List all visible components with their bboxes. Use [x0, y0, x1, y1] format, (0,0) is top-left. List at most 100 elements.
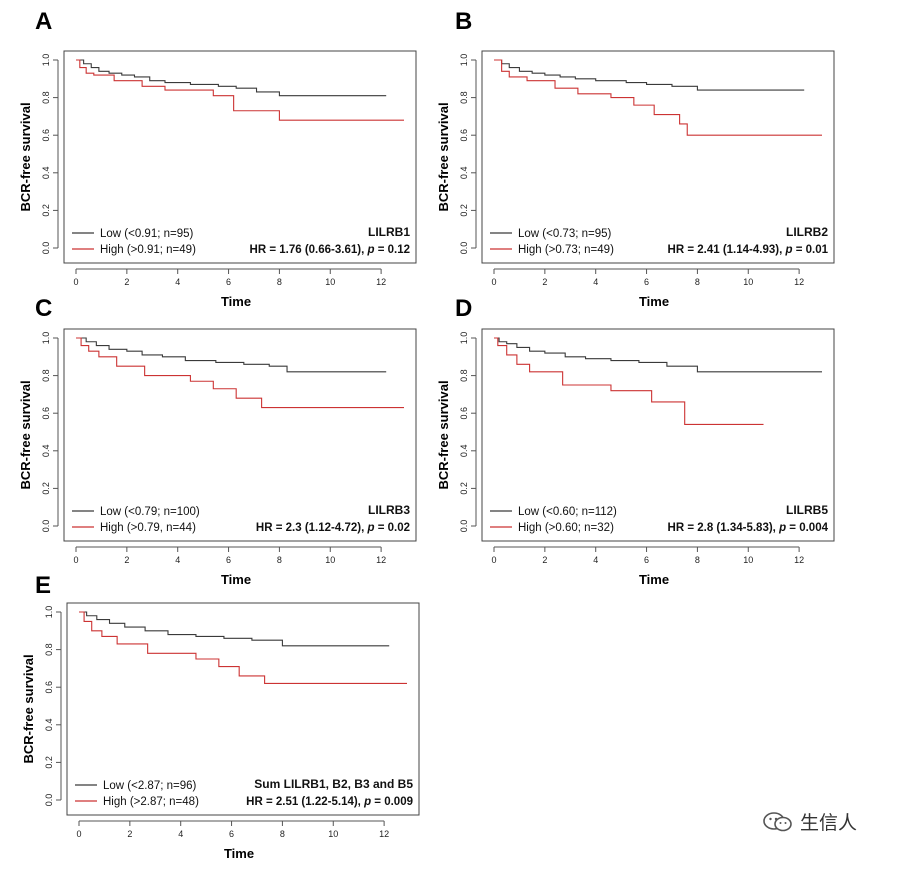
watermark: 生信人: [762, 808, 857, 835]
x-tick-label: 2: [127, 829, 132, 839]
legend-label-high: High (>0.73; n=49): [518, 244, 614, 256]
y-tick-label: 0.6: [44, 681, 54, 694]
x-tick-label: 8: [280, 829, 285, 839]
x-tick-label: 10: [743, 555, 753, 565]
y-tick-label: 0.6: [41, 407, 51, 420]
x-tick-label: 6: [226, 277, 231, 287]
x-tick-label: 2: [542, 277, 547, 287]
annotation-hr: HR = 2.3 (1.12-4.72), p = 0.02: [256, 522, 410, 534]
y-tick-label: 0.0: [41, 242, 51, 255]
x-tick-label: 4: [593, 277, 598, 287]
x-tick-label: 2: [124, 277, 129, 287]
y-tick-label: 0.8: [41, 91, 51, 104]
annotation-title: LILRB2: [786, 225, 828, 239]
x-tick-label: 8: [277, 555, 282, 565]
wechat-icon: [763, 811, 792, 831]
x-tick-label: 4: [593, 555, 598, 565]
x-tick-label: 10: [325, 277, 335, 287]
annotation-title: LILRB3: [368, 503, 410, 517]
y-tick-label: 0.4: [459, 445, 469, 458]
x-tick-label: 0: [491, 277, 496, 287]
y-axis-label: BCR-free survival: [21, 654, 36, 763]
km-curve-low: [79, 611, 390, 647]
x-tick-label: 10: [743, 277, 753, 287]
x-tick-label: 4: [178, 829, 183, 839]
y-axis-label: BCR-free survival: [436, 380, 451, 489]
legend-label-high: High (>2.87; n=48): [103, 796, 199, 808]
y-tick-label: 0.8: [459, 369, 469, 382]
panel-letter-e: E: [35, 572, 52, 599]
y-axis-label: BCR-free survival: [18, 102, 33, 211]
km-curve-high: [494, 337, 764, 426]
x-axis-label: Time: [221, 572, 251, 587]
y-tick-label: 1.0: [459, 54, 469, 67]
x-tick-label: 0: [73, 277, 78, 287]
y-tick-label: 1.0: [41, 54, 51, 67]
x-axis-label: Time: [221, 294, 251, 309]
km-curve-high: [79, 611, 407, 684]
y-tick-label: 0.2: [459, 482, 469, 495]
x-tick-label: 10: [325, 555, 335, 565]
y-tick-label: 0.4: [41, 445, 51, 458]
x-tick-label: 6: [226, 555, 231, 565]
x-tick-label: 6: [644, 555, 649, 565]
watermark-text: 生信人: [800, 812, 858, 834]
km-curve-high: [76, 337, 404, 409]
legend-label-low: Low (<0.79; n=100): [100, 506, 200, 518]
km-curve-low: [494, 59, 805, 91]
y-tick-label: 0.0: [459, 520, 469, 533]
annotation-title: LILRB1: [368, 225, 410, 239]
y-tick-label: 0.6: [41, 129, 51, 142]
plot-frame: [481, 50, 835, 264]
legend-label-low: Low (<0.73; n=95): [518, 228, 612, 240]
x-axis-label: Time: [224, 846, 254, 861]
x-tick-label: 4: [175, 555, 180, 565]
y-axis-label: BCR-free survival: [436, 102, 451, 211]
x-tick-label: 6: [644, 277, 649, 287]
y-tick-label: 0.2: [41, 482, 51, 495]
y-tick-label: 1.0: [459, 332, 469, 345]
x-tick-label: 8: [695, 555, 700, 565]
y-tick-label: 0.0: [41, 520, 51, 533]
km-plot-sum-lilrb: 0.0 0.2 0.4 0.6 0.8 1.0 0 2 4 6 8 10 12 Time BCR-free …: [21, 602, 420, 861]
x-tick-label: 12: [379, 829, 389, 839]
x-tick-label: 4: [175, 277, 180, 287]
y-tick-label: 0.8: [44, 643, 54, 656]
x-tick-label: 0: [491, 555, 496, 565]
legend-label-high: High (>0.79, n=44): [100, 522, 196, 534]
y-tick-label: 0.4: [41, 167, 51, 180]
km-curve-low: [494, 337, 822, 373]
x-tick-label: 0: [76, 829, 81, 839]
plot-frame: [63, 50, 417, 264]
x-tick-label: 8: [695, 277, 700, 287]
legend-label-low: Low (<2.87; n=96): [103, 780, 197, 792]
x-tick-label: 2: [124, 555, 129, 565]
x-tick-label: 0: [73, 555, 78, 565]
annotation-hr: HR = 2.8 (1.34-5.83), p = 0.004: [668, 522, 829, 534]
legend-label-high: High (>0.91; n=49): [100, 244, 196, 256]
km-plot-lilrb1: 0.0 0.2 0.4 0.6 0.8 1.0 0 2 4 6 8 10 12 Time BCR-free …: [18, 50, 417, 309]
km-plot-lilrb5: 0.0 0.2 0.4 0.6 0.8 1.0 0 2 4 6 8 10 12 Time BCR-free …: [436, 328, 835, 587]
y-tick-label: 0.8: [41, 369, 51, 382]
panel-letter-d: D: [455, 295, 473, 322]
y-axis-label: BCR-free survival: [18, 380, 33, 489]
x-tick-label: 12: [376, 277, 386, 287]
panel-letter-c: C: [35, 295, 53, 322]
x-tick-label: 2: [542, 555, 547, 565]
y-tick-label: 0.4: [459, 167, 469, 180]
annotation-hr: HR = 2.41 (1.14-4.93), p = 0.01: [668, 244, 829, 256]
y-tick-label: 0.0: [459, 242, 469, 255]
plot-frame: [63, 328, 417, 542]
plot-frame: [66, 602, 420, 816]
annotation-title: Sum LILRB1, B2, B3 and B5: [254, 777, 413, 791]
x-tick-label: 12: [376, 555, 386, 565]
y-tick-label: 1.0: [41, 332, 51, 345]
y-tick-label: 0.2: [459, 204, 469, 217]
x-axis-label: Time: [639, 294, 669, 309]
annotation-hr: HR = 2.51 (1.22-5.14), p = 0.009: [246, 796, 413, 808]
legend-label-low: Low (<0.60; n=112): [518, 506, 617, 518]
y-tick-label: 0.2: [44, 756, 54, 769]
km-curve-high: [494, 59, 822, 136]
plot-frame: [481, 328, 835, 542]
km-curve-low: [76, 337, 387, 373]
